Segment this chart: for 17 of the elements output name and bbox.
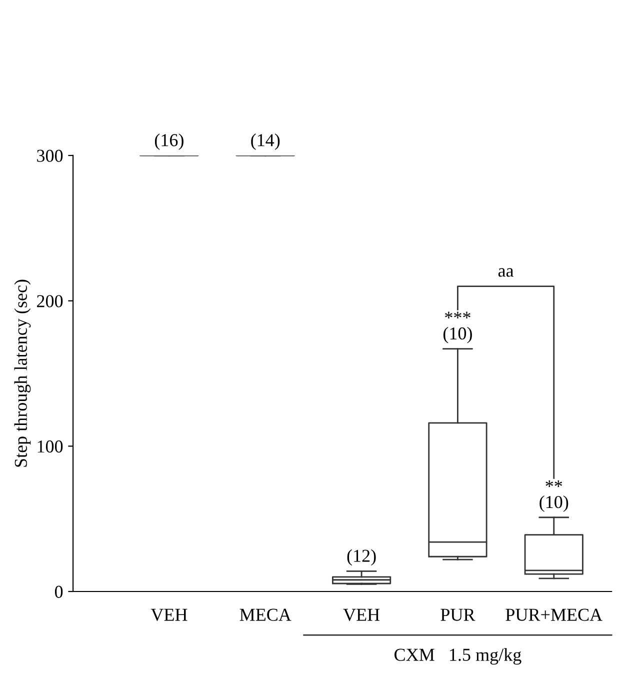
annotation: aa [498, 268, 514, 277]
annotation: (12) [347, 549, 376, 566]
text: (16) [154, 134, 184, 150]
text: CXM 1.5 mg/kg [394, 648, 522, 665]
x-tick-label: MECA [240, 608, 292, 621]
y-axis-title: Step through latency (sec) [14, 280, 31, 467]
y-tick-label: 0 [54, 586, 63, 598]
annotation: *** (10) [443, 312, 472, 344]
x-tick-label: PUR+MECA [506, 608, 602, 621]
y-tick-label: 300 [37, 150, 63, 162]
x-tick-label: VEH [150, 608, 188, 621]
text: (14) [251, 134, 280, 150]
annotation: ** (10) [540, 480, 568, 512]
x-tick-label: VEH [343, 608, 380, 621]
x-tick-label: PUR [440, 608, 476, 621]
y-tick-label: 200 [37, 295, 63, 308]
y-tick-label: 100 [38, 440, 63, 453]
